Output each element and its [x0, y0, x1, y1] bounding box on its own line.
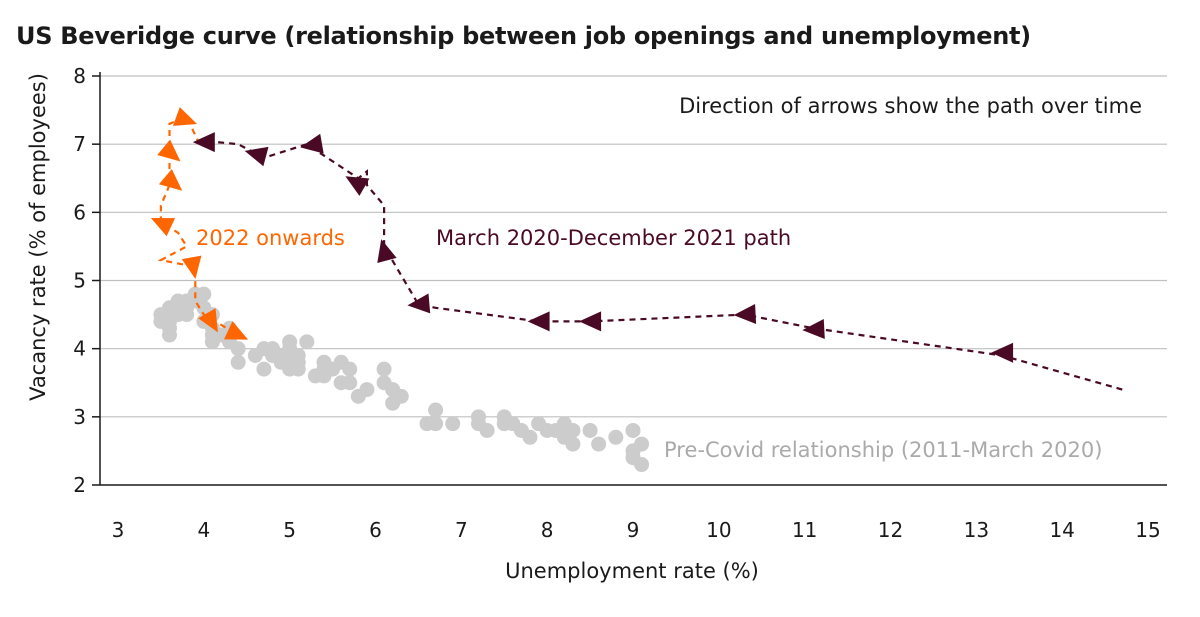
pre_covid-point — [376, 361, 392, 377]
pre_covid-point — [342, 361, 358, 377]
onwards-line — [157, 115, 239, 336]
pre_covid-point — [428, 416, 444, 432]
covid_path-line — [203, 139, 1123, 391]
y-tick-label-8: 8 — [73, 64, 86, 88]
covid_path-arrow-marker — [802, 319, 825, 340]
y-axis-label: Vacancy rate (% of employees) — [26, 73, 50, 401]
pre_covid-point — [565, 436, 581, 452]
pre_covid-point — [522, 429, 538, 445]
pre_covid-point — [582, 422, 598, 438]
y-tick-label-3: 3 — [73, 405, 86, 429]
x-tick-label-9: 9 — [627, 518, 640, 542]
onwards-arrow-marker — [181, 255, 202, 280]
x-tick-label-14: 14 — [1049, 518, 1074, 542]
covid_path-arrow-marker — [407, 293, 431, 314]
pre_covid-point — [196, 286, 212, 302]
onwards-arrow-marker — [172, 107, 198, 126]
pre_covid-point — [230, 354, 246, 370]
pre_covid-point — [282, 334, 298, 350]
pre_covid-point — [634, 457, 650, 473]
y-tick-label-6: 6 — [73, 200, 86, 224]
onwards-arrow-marker — [150, 217, 176, 237]
direction-note: Direction of arrows show the path over t… — [679, 94, 1142, 118]
covid_path-arrow-marker — [377, 239, 397, 264]
y-tick-label-2: 2 — [73, 473, 86, 497]
pre_covid-point — [625, 422, 641, 438]
x-tick-label-4: 4 — [197, 518, 210, 542]
y-tick-label-4: 4 — [73, 337, 86, 361]
covid_path-arrow-marker — [579, 311, 602, 332]
x-tick-label-5: 5 — [283, 518, 296, 542]
chart-title: US Beveridge curve (relationship between… — [16, 22, 1031, 50]
x-axis-label: Unemployment rate (%) — [505, 559, 759, 583]
onwards-arrow-marker — [198, 308, 218, 333]
covid-path-label: March 2020-December 2021 path — [436, 226, 791, 250]
y-tick-label-5: 5 — [73, 269, 86, 293]
covid_path-arrow-marker — [244, 146, 269, 167]
pre_covid-point — [393, 388, 409, 404]
onwards-arrow-marker — [158, 168, 183, 191]
pre_covid-point — [479, 422, 495, 438]
x-tick-label-12: 12 — [878, 518, 903, 542]
pre_covid-point — [230, 341, 246, 357]
pre_covid-point — [290, 354, 306, 370]
pre_covid-point — [179, 307, 195, 323]
pre_covid-point — [565, 422, 581, 438]
x-tick-label-13: 13 — [964, 518, 989, 542]
x-tick-label-8: 8 — [541, 518, 554, 542]
covid_path-arrow-marker — [527, 311, 550, 332]
pre_covid-point — [634, 436, 650, 452]
pre-covid-label: Pre-Covid relationship (2011-March 2020) — [664, 438, 1102, 462]
covid_path-arrow-marker — [192, 132, 215, 153]
pre_covid-point — [359, 382, 375, 398]
covid_path-arrow-marker — [991, 342, 1014, 363]
pre_covid-point — [428, 402, 444, 418]
pre_covid-point — [591, 436, 607, 452]
x-tick-label-11: 11 — [792, 518, 817, 542]
pre_covid-point — [299, 334, 315, 350]
pre_covid-point — [256, 361, 272, 377]
onwards-arrow-marker — [157, 139, 181, 162]
pre_covid-point — [445, 416, 461, 432]
onwards-label: 2022 onwards — [196, 226, 345, 250]
covid_path-arrow-marker — [345, 176, 370, 196]
onwards-arrow-marker — [224, 321, 249, 340]
x-tick-label-6: 6 — [369, 518, 382, 542]
pre_covid-point — [342, 375, 358, 391]
y-tick-label-7: 7 — [73, 132, 86, 156]
x-tick-label-10: 10 — [706, 518, 731, 542]
x-tick-label-15: 15 — [1135, 518, 1160, 542]
covid_path-arrow-marker — [300, 133, 324, 154]
pre_covid-point — [162, 327, 177, 343]
covid_path-arrow-marker — [733, 304, 757, 325]
pre_covid-point — [608, 429, 624, 445]
x-tick-label-7: 7 — [455, 518, 468, 542]
x-tick-label-3: 3 — [112, 518, 125, 542]
